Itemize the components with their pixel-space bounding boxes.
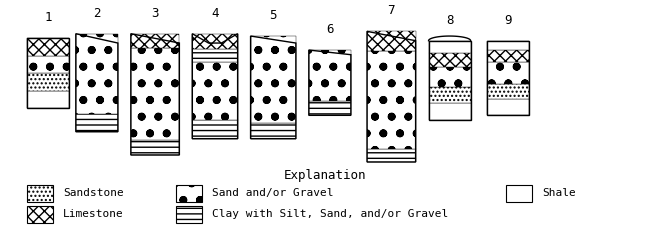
Text: 6: 6 [326, 23, 333, 36]
Bar [192, 34, 238, 50]
Bar [250, 123, 296, 139]
Bar [428, 103, 471, 120]
Text: Sand and/or Gravel: Sand and/or Gravel [212, 188, 333, 198]
Bar [367, 51, 415, 149]
Bar [27, 206, 53, 223]
Bar [487, 41, 529, 50]
Text: Explanation: Explanation [284, 169, 366, 183]
Bar [428, 41, 471, 53]
Bar [250, 36, 296, 123]
Bar [487, 99, 529, 115]
Bar [428, 41, 471, 120]
Bar [487, 41, 529, 115]
Bar [428, 87, 471, 103]
Bar [487, 62, 529, 84]
Bar [27, 91, 70, 108]
Bar [176, 185, 202, 202]
Text: Shale: Shale [542, 188, 575, 198]
Bar [131, 140, 179, 155]
Bar [487, 50, 529, 62]
Text: 1: 1 [45, 11, 52, 24]
Text: Clay with Silt, Sand, and/or Gravel: Clay with Silt, Sand, and/or Gravel [212, 209, 448, 219]
Bar [367, 31, 415, 51]
Bar [428, 53, 471, 67]
Text: 7: 7 [387, 4, 395, 17]
Bar [76, 114, 118, 132]
Text: 9: 9 [504, 14, 512, 27]
Bar [309, 101, 351, 115]
Bar [506, 185, 532, 202]
Bar [309, 50, 351, 101]
Text: 4: 4 [211, 7, 218, 20]
Bar [487, 84, 529, 99]
Bar [192, 62, 238, 120]
Bar [367, 149, 415, 162]
Text: 3: 3 [151, 7, 159, 20]
Text: 8: 8 [446, 14, 453, 27]
Text: Sandstone: Sandstone [63, 188, 124, 198]
Bar [27, 73, 70, 91]
Bar [27, 38, 70, 56]
Bar [176, 206, 202, 223]
Bar [27, 56, 70, 73]
Bar [27, 38, 70, 108]
Text: 5: 5 [270, 9, 277, 22]
Text: 2: 2 [93, 7, 101, 20]
Bar [131, 48, 179, 140]
Bar [192, 120, 238, 139]
Bar [76, 34, 118, 114]
Bar [192, 50, 238, 62]
Bar [27, 185, 53, 202]
Bar [131, 34, 179, 48]
Bar [428, 67, 471, 87]
Text: Limestone: Limestone [63, 209, 124, 219]
